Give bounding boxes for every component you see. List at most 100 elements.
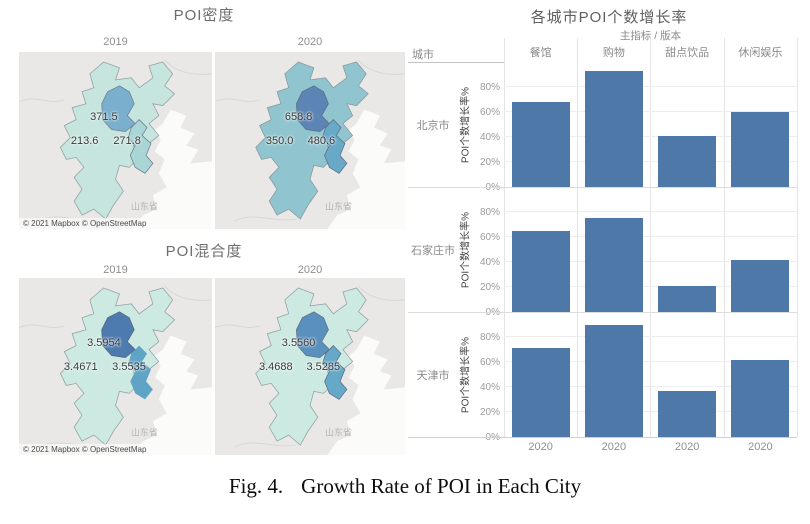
sea-area: [133, 335, 212, 455]
y-axis-title: POI个数增长率%: [460, 211, 472, 288]
bar-shijiazhuang-restaurant: [511, 230, 570, 312]
y-tick-40: 40%: [479, 132, 500, 143]
column-divider: [577, 38, 578, 437]
bar-cell: [651, 187, 724, 312]
mixing-2020-year-label: 2020: [297, 264, 323, 276]
map-mixing-2020: 3.5560 3.4688 3.5285 山东省: [215, 278, 405, 455]
map-density-2020: 658.8 350.0 480.6 山东省: [215, 52, 405, 229]
hebei-value-label: 3.4688: [258, 360, 293, 373]
gridline-20: [504, 286, 797, 287]
tianjin-region: [127, 119, 154, 174]
province-border: [19, 98, 65, 103]
x-tick-2020: 2020: [674, 441, 700, 453]
gridline-40: [504, 261, 797, 262]
map-panel-density: POI密度 2019 2020 371.5 213.6 271.8 山东省 © …: [0, 0, 408, 232]
beijing-value-label: 3.5560: [281, 337, 316, 350]
sea-area: [327, 335, 405, 455]
hebei-value-label: 213.6: [70, 134, 99, 147]
bar-shijiazhuang-shopping: [584, 218, 643, 312]
gridline-20: [504, 161, 797, 162]
hebei-value-label: 350.0: [265, 134, 294, 147]
basemap: [19, 52, 212, 229]
density-2019-year-label: 2019: [103, 36, 128, 48]
y-tick-80: 80%: [479, 82, 500, 93]
column-header-shopping: 购物: [602, 47, 625, 59]
bar-tianjin-shopping: [584, 324, 643, 437]
bar-cell: [504, 312, 577, 437]
province-border: [234, 216, 297, 222]
y-tick-60: 60%: [479, 232, 500, 243]
figure-caption: Fig. 4. Growth Rate of POI in Each City: [0, 474, 810, 499]
bar-cell: [577, 62, 650, 187]
header-underline: [408, 62, 504, 63]
gridline-60: [504, 361, 797, 362]
province-border: [164, 59, 212, 75]
gridline-80: [504, 336, 797, 337]
y-tick-80: 80%: [479, 332, 500, 343]
x-axis-line: [408, 437, 797, 438]
shandong-watermark: 山东省: [324, 427, 353, 438]
province-border: [215, 324, 260, 329]
y-tick-20: 20%: [479, 407, 500, 418]
y-axis-title: POI个数增长率%: [460, 86, 472, 163]
chart-row-shijiazhuang: 石家庄市 POI个数增长率% 80% 60% 40% 20% 0%: [408, 187, 810, 318]
map-mixing-2019: 3.5954 3.4671 3.5535 山东省 © 2021 Mapbox ©…: [19, 278, 212, 455]
row-separator: [408, 312, 797, 313]
hebei-region: [59, 61, 176, 220]
column-header-dessert-drinks: 甜点饮品: [665, 47, 710, 59]
province-border: [215, 98, 260, 103]
row-label-beijing: 北京市: [416, 119, 450, 132]
bar-cell: [724, 62, 797, 187]
bar-tianjin-restaurant: [511, 348, 570, 437]
province-border: [358, 285, 405, 301]
row-separator: [408, 187, 797, 188]
gridline-40: [504, 386, 797, 387]
bar-cell: [651, 312, 724, 437]
tianjin-region: [128, 345, 153, 400]
x-tick-2020: 2020: [748, 441, 773, 453]
column-divider: [724, 38, 725, 437]
x-tick-2020: 2020: [601, 441, 627, 453]
bar-beijing-leisure: [731, 112, 790, 187]
shandong-watermark: 山东省: [130, 427, 158, 438]
basemap: [215, 278, 405, 455]
plot-area: [504, 62, 797, 187]
plot-area: [504, 187, 797, 312]
bar-beijing-dessert-drinks: [658, 135, 717, 187]
row-dimension-header: 城市: [412, 49, 434, 61]
density-2020-year-label: 2020: [297, 36, 323, 48]
basemap: [19, 278, 212, 455]
bar-cell: [651, 62, 724, 187]
column-header-leisure: 休闲娱乐: [738, 47, 783, 59]
bar-cell: [724, 312, 797, 437]
gridline-60: [504, 111, 797, 112]
map-attribution: © 2021 Mapbox © OpenStreetMap: [19, 444, 151, 455]
beijing-value-label: 658.8: [284, 111, 313, 124]
bar-cell: [504, 62, 577, 187]
y-tick-20: 20%: [479, 157, 500, 168]
hebei-region: [255, 61, 369, 220]
hebei-region: [59, 287, 176, 446]
bar-beijing-restaurant: [511, 102, 570, 187]
column-dimension-header: 主指标 / 版本: [619, 30, 682, 42]
x-tick-2020: 2020: [528, 441, 553, 453]
y-tick-40: 40%: [479, 257, 500, 268]
hebei-value-label: 3.4671: [63, 360, 98, 373]
bar-beijing-shopping: [584, 70, 643, 187]
province-border: [234, 442, 297, 448]
gridline-80: [504, 211, 797, 212]
y-tick-40: 40%: [479, 382, 500, 393]
hebei-region: [255, 287, 369, 446]
map-panel-mixing: POI混合度 2019 2020 3.5954 3.4671 3.5535 山东…: [0, 232, 408, 464]
province-border: [19, 324, 65, 329]
beijing-value-label: 3.5954: [87, 337, 121, 350]
y-axis-title: POI个数增长率%: [460, 336, 472, 413]
y-tick-60: 60%: [479, 357, 500, 368]
chart-row-beijing: 北京市 POI个数增长率% 80% 60% 40% 20% 0%: [408, 62, 810, 193]
row-label-shijiazhuang: 石家庄市: [411, 244, 455, 257]
column-divider: [797, 38, 798, 437]
column-divider: [650, 38, 651, 437]
beijing-value-label: 371.5: [90, 111, 118, 124]
bar-shijiazhuang-dessert-drinks: [658, 285, 717, 312]
column-divider: [504, 38, 505, 437]
